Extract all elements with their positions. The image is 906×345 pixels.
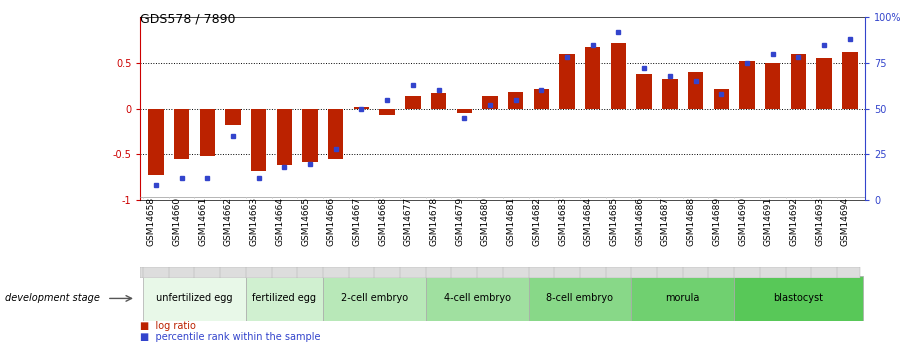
Text: GSM14691: GSM14691 [764, 197, 773, 246]
Bar [353, 107, 369, 109]
Text: GSM14667: GSM14667 [352, 197, 361, 246]
Text: GSM14684: GSM14684 [583, 197, 593, 246]
Bar [508, 92, 524, 109]
Text: GSM14686: GSM14686 [635, 197, 644, 246]
Bar [276, 109, 292, 165]
Bar [482, 96, 497, 109]
Bar [246, 276, 323, 321]
Bar [765, 63, 780, 109]
Text: GSM14658: GSM14658 [147, 197, 156, 246]
Text: 8-cell embryo: 8-cell embryo [546, 294, 613, 303]
Bar [328, 109, 343, 159]
Text: GSM14687: GSM14687 [660, 197, 670, 246]
Bar [714, 89, 729, 109]
Bar [457, 109, 472, 113]
Text: GSM14680: GSM14680 [481, 197, 490, 246]
Text: GSM14666: GSM14666 [327, 197, 336, 246]
Bar [842, 52, 857, 109]
Text: GSM14663: GSM14663 [250, 197, 258, 246]
Bar [688, 72, 703, 109]
Text: GSM14681: GSM14681 [506, 197, 516, 246]
Text: fertilized egg: fertilized egg [253, 294, 316, 303]
Bar [739, 61, 755, 109]
Bar [149, 109, 164, 175]
Text: blastocyst: blastocyst [774, 294, 824, 303]
Text: development stage: development stage [5, 294, 100, 303]
Text: GSM14678: GSM14678 [429, 197, 439, 246]
Text: GSM14662: GSM14662 [224, 197, 233, 246]
Bar [534, 89, 549, 109]
Text: GSM14661: GSM14661 [198, 197, 207, 246]
Bar [226, 109, 241, 125]
Bar [637, 74, 652, 109]
Bar [528, 276, 631, 321]
Text: GSM14660: GSM14660 [172, 197, 181, 246]
Bar [405, 96, 420, 109]
Bar [303, 109, 318, 162]
Text: GSM14693: GSM14693 [815, 197, 824, 246]
Text: GSM14694: GSM14694 [841, 197, 850, 246]
Text: 2-cell embryo: 2-cell embryo [341, 294, 408, 303]
Text: ■  percentile rank within the sample: ■ percentile rank within the sample [140, 332, 321, 342]
Bar [559, 54, 574, 109]
Text: GSM14689: GSM14689 [712, 197, 721, 246]
Text: GSM14685: GSM14685 [610, 197, 619, 246]
Bar [631, 276, 734, 321]
Bar [199, 109, 215, 156]
Text: GSM14692: GSM14692 [789, 197, 798, 246]
Text: GDS578 / 7890: GDS578 / 7890 [140, 12, 236, 25]
Text: GSM14688: GSM14688 [687, 197, 696, 246]
Bar [611, 43, 626, 109]
Text: GSM14683: GSM14683 [558, 197, 567, 246]
Bar [734, 276, 863, 321]
Text: GSM14682: GSM14682 [533, 197, 542, 246]
Text: GSM14665: GSM14665 [301, 197, 310, 246]
Bar [174, 109, 189, 159]
Bar [426, 276, 528, 321]
Text: morula: morula [666, 294, 700, 303]
Text: GSM14677: GSM14677 [404, 197, 413, 246]
Bar [380, 109, 395, 115]
Bar [323, 276, 426, 321]
Bar [816, 58, 832, 109]
Text: 4-cell embryo: 4-cell embryo [444, 294, 511, 303]
Text: GSM14668: GSM14668 [378, 197, 387, 246]
Bar [143, 276, 246, 321]
Text: unfertilized egg: unfertilized egg [156, 294, 233, 303]
Text: ■  log ratio: ■ log ratio [140, 321, 197, 331]
Text: GSM14679: GSM14679 [456, 197, 464, 246]
Bar [431, 93, 447, 109]
Bar [662, 79, 678, 109]
Bar [251, 109, 266, 171]
Text: GSM14690: GSM14690 [738, 197, 747, 246]
Bar [585, 47, 601, 109]
Text: GSM14664: GSM14664 [275, 197, 284, 246]
Bar [791, 54, 806, 109]
